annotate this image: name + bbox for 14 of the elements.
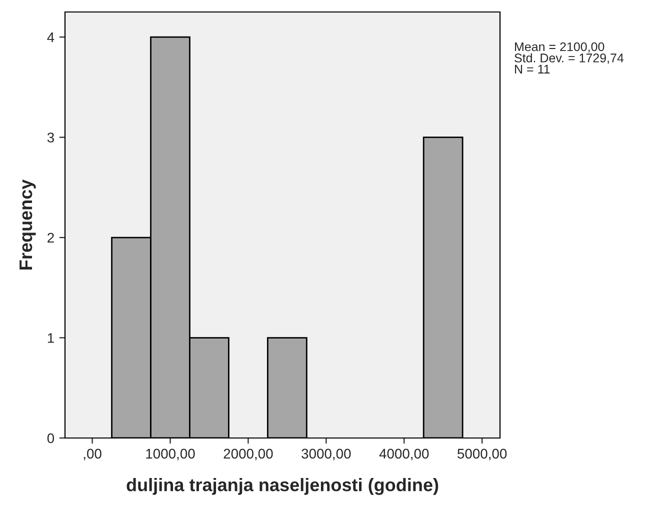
y-tick-label: 0 [47,433,54,444]
x-tick-label: 4000,00 [379,448,429,460]
x-tick-label: 2000,00 [224,448,273,460]
x-tick-label: ,00 [84,448,102,460]
y-tick-label: 1 [48,333,54,343]
x-tick-label: 5000,00 [458,448,507,460]
y-tick-label: 4 [47,32,54,42]
y-tick-label: 2 [48,232,54,243]
x-tick-label: 1000,00 [146,448,195,460]
x-axis-title: duljina trajanja naseljenosti (godine) [126,478,438,495]
y-axis-title: Frequency [20,179,36,270]
y-tick-label: 3 [47,132,54,142]
text: Mean = 2100,00 Std. Dev. = 1729,74 N = 11 [514,42,624,74]
x-tick-label: 3000,00 [302,448,351,460]
